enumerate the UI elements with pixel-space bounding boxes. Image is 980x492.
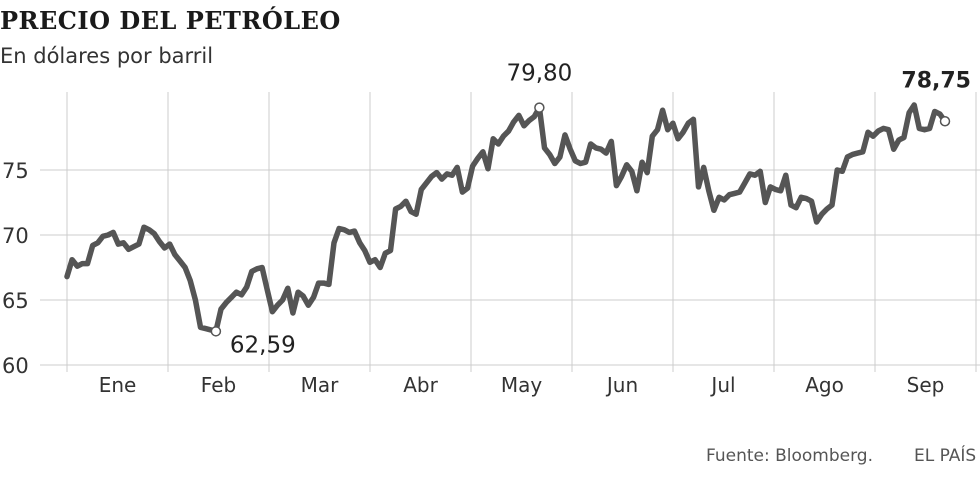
chart-subtitle: En dólares por barril: [0, 44, 214, 68]
chart-series: [64, 102, 948, 334]
x-tick-label: Jul: [709, 373, 735, 397]
chart-annotations: 62,59 79,80 78,75: [210, 61, 971, 358]
price-chart: 60 65 70 75 Ene Feb Mar Abr May Jun Jul Ago Sep 62,5…: [2, 61, 980, 397]
x-tick-label: Mar: [301, 373, 340, 397]
y-tick-label: 75: [2, 159, 29, 183]
y-tick-label: 65: [2, 289, 29, 313]
price-line: [64, 102, 948, 334]
point-marker: [534, 102, 545, 113]
point-label: 79,80: [506, 61, 572, 87]
x-tick-label: Abr: [403, 373, 438, 397]
chart-title: PRECIO DEL PETRÓLEO: [0, 6, 341, 35]
x-tick-label: Sep: [907, 373, 945, 397]
x-tick-label: Feb: [201, 373, 236, 397]
source-note: Fuente: Bloomberg.: [706, 446, 873, 466]
y-tick-label: 70: [2, 224, 29, 248]
x-tick-label: May: [501, 373, 543, 397]
point-marker: [210, 326, 222, 337]
point-marker: [939, 116, 951, 127]
chart-grid: [40, 92, 980, 372]
point-label: 78,75: [901, 68, 971, 93]
x-tick-label: Jun: [605, 373, 638, 397]
chart-axis-ticks: 60 65 70 75 Ene Feb Mar Abr May Jun Jul Ago Sep: [2, 159, 944, 397]
x-tick-label: Ene: [99, 373, 137, 397]
y-tick-label: 60: [2, 354, 29, 378]
point-label: 62,59: [230, 332, 296, 358]
x-tick-label: Ago: [805, 373, 844, 397]
publisher-brand: EL PAÍS: [914, 446, 977, 466]
